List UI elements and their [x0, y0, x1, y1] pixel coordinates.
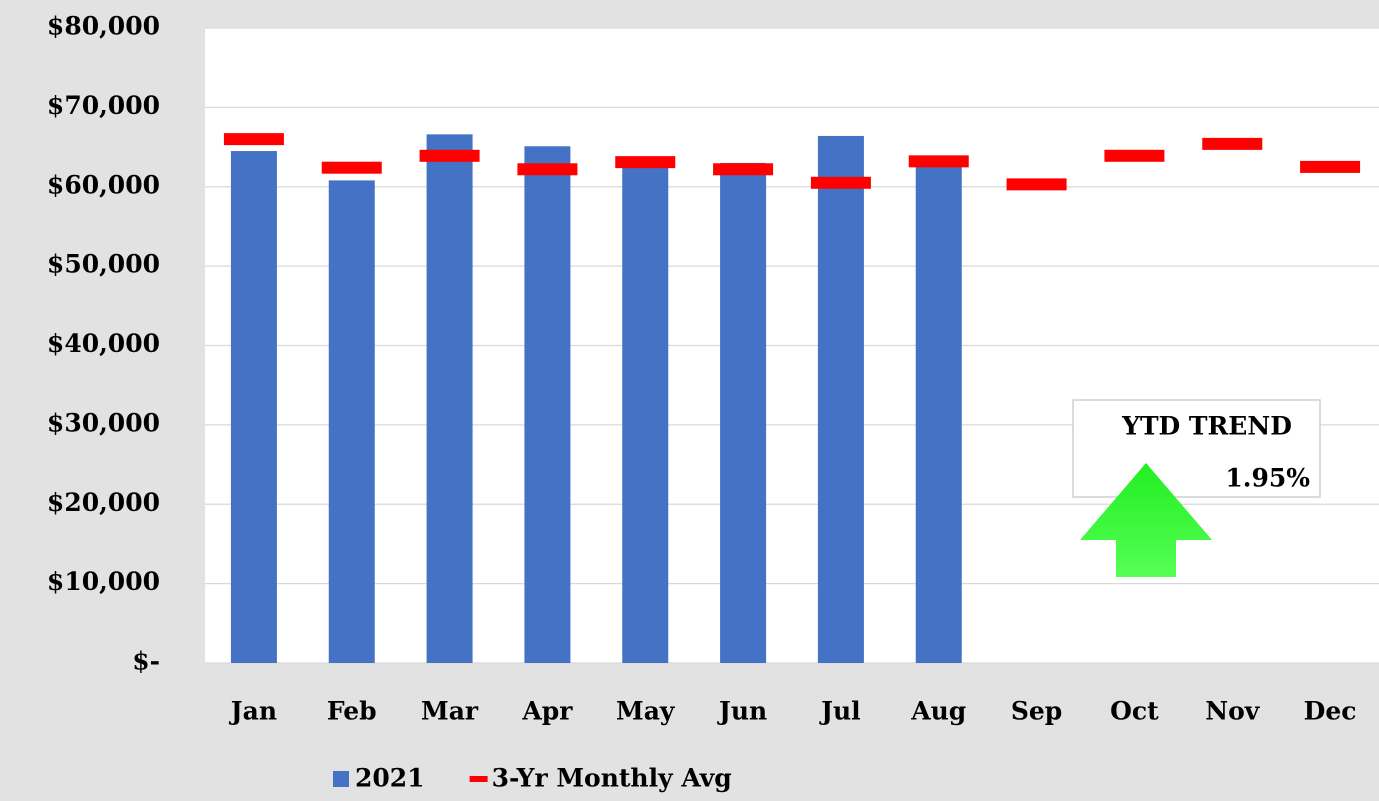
bar [720, 162, 767, 663]
bar [524, 146, 571, 664]
x-tick-label: May [616, 697, 676, 726]
annotation-box [1072, 399, 1321, 498]
x-tick-label: Jul [819, 697, 861, 726]
x-tick-label: Jan [229, 697, 277, 726]
y-tick-label: $30,000 [47, 408, 160, 437]
y-tick-label: $70,000 [47, 91, 160, 120]
y-tick-label: $- [132, 647, 160, 676]
x-tick-label: Jun [717, 697, 767, 726]
bar [915, 163, 962, 663]
dash-marker [908, 155, 969, 168]
dash-marker [321, 161, 382, 174]
y-tick-label: $40,000 [47, 329, 160, 358]
annotation: YTD TREND [1121, 412, 1292, 441]
x-tick-label: Oct [1110, 697, 1159, 726]
y-tick-label: $10,000 [47, 567, 160, 596]
y-tick-label: $60,000 [47, 170, 160, 199]
dash-marker [713, 163, 774, 176]
bar [622, 165, 669, 663]
legend-swatch [469, 776, 488, 782]
annotation: 1.95% [1225, 464, 1310, 493]
y-tick-label: $20,000 [47, 488, 160, 517]
legend-swatch [333, 771, 349, 787]
legend-label: 3-Yr Monthly Avg [492, 764, 732, 793]
dash-marker [810, 176, 871, 189]
marks [223, 133, 1361, 664]
dash-marker [223, 133, 284, 146]
bar [817, 135, 864, 663]
dash-marker [517, 163, 578, 176]
x-tick-label: Nov [1205, 697, 1261, 726]
x-tick-label: Apr [521, 697, 573, 726]
legend-label: 2021 [355, 764, 425, 793]
trend-arrow [1080, 463, 1212, 577]
y-tick-label: $80,000 [47, 12, 160, 41]
bar [328, 180, 375, 663]
dash-marker [1202, 137, 1263, 150]
dash-marker [615, 156, 676, 169]
x-tick-label: Aug [910, 697, 966, 726]
x-tick-label: Dec [1304, 697, 1357, 726]
dash-marker [1300, 160, 1361, 173]
x-tick-label: Feb [327, 697, 377, 726]
bar [426, 134, 473, 664]
bar [230, 151, 277, 663]
y-tick-label: $50,000 [47, 250, 160, 279]
dash-marker [1104, 149, 1165, 162]
dash-marker [419, 149, 480, 162]
x-tick-label: Sep [1011, 697, 1062, 726]
x-tick-label: Mar [421, 697, 479, 726]
dash-marker [1006, 178, 1067, 191]
